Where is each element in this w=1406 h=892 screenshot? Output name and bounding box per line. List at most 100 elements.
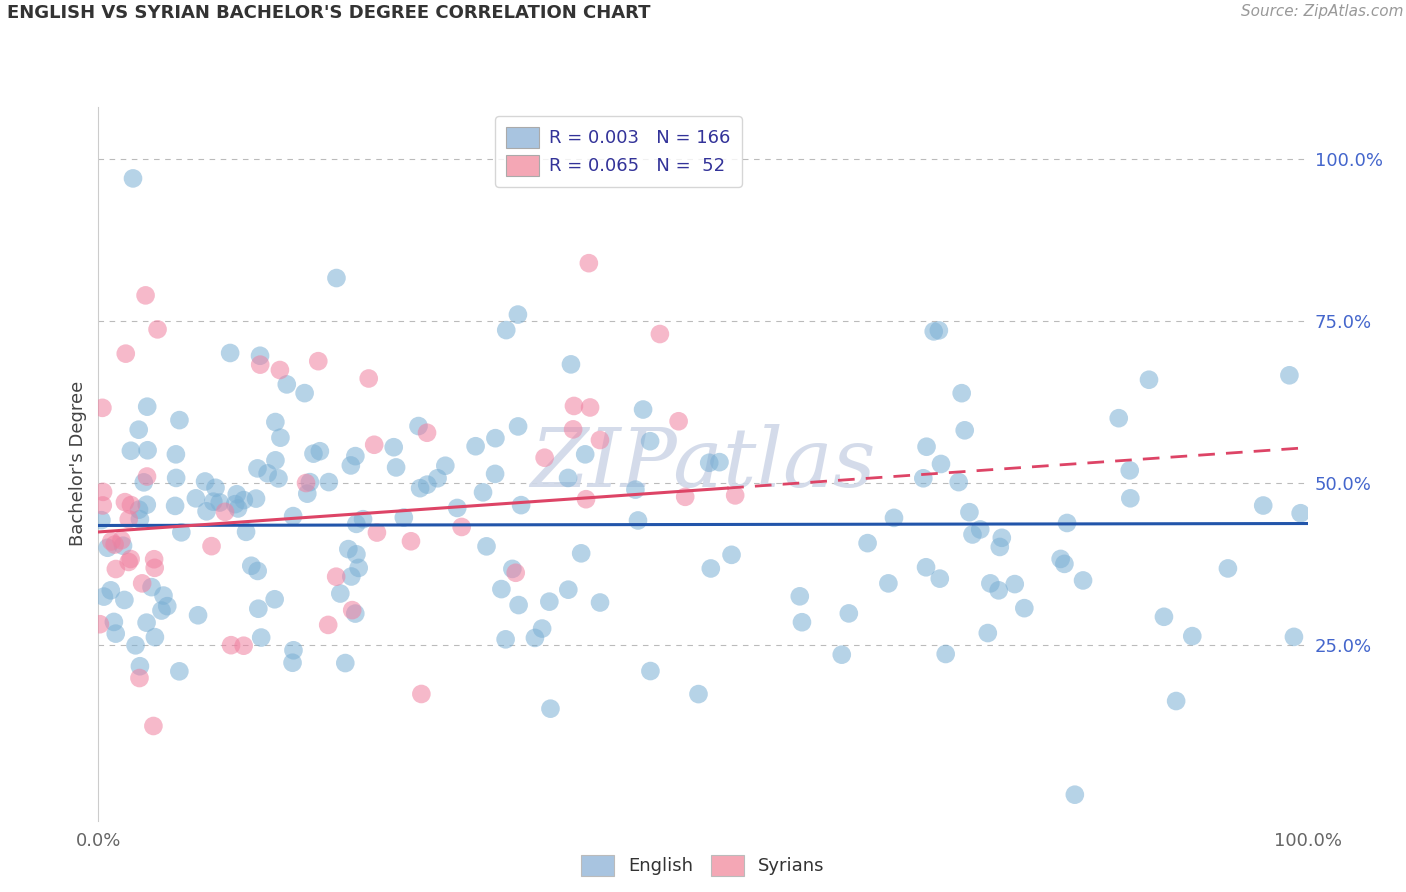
Point — [510, 498, 533, 512]
Point — [128, 502, 150, 516]
Point — [953, 423, 976, 437]
Point — [267, 471, 290, 485]
Point — [325, 271, 347, 285]
Point — [308, 444, 330, 458]
Point — [877, 576, 900, 591]
Point — [575, 492, 598, 507]
Point — [91, 484, 114, 499]
Point — [264, 415, 287, 429]
Point — [184, 491, 207, 506]
Point — [562, 399, 585, 413]
Point — [491, 582, 513, 596]
Point — [344, 449, 367, 463]
Point — [709, 455, 731, 469]
Point — [624, 483, 647, 497]
Point — [495, 632, 517, 647]
Point — [987, 583, 1010, 598]
Point — [169, 665, 191, 679]
Point — [789, 590, 811, 604]
Point — [475, 540, 498, 554]
Point — [93, 590, 115, 604]
Point — [204, 481, 226, 495]
Point — [142, 719, 165, 733]
Point — [640, 664, 662, 678]
Point — [1014, 601, 1036, 615]
Point — [104, 537, 127, 551]
Point — [1166, 694, 1188, 708]
Point — [90, 513, 112, 527]
Point — [346, 547, 368, 561]
Point — [416, 477, 439, 491]
Point — [988, 540, 1011, 554]
Point — [578, 256, 600, 270]
Point — [540, 701, 562, 715]
Point — [922, 325, 945, 339]
Point — [501, 562, 523, 576]
Point — [135, 615, 157, 630]
Point — [409, 481, 432, 495]
Point — [250, 631, 273, 645]
Point — [249, 358, 271, 372]
Point — [697, 456, 720, 470]
Point — [392, 510, 415, 524]
Text: ZIPatlas: ZIPatlas — [530, 424, 876, 504]
Point — [589, 595, 612, 609]
Point — [124, 638, 146, 652]
Point — [89, 617, 111, 632]
Text: ENGLISH VS SYRIAN BACHELOR'S DEGREE CORRELATION CHART: ENGLISH VS SYRIAN BACHELOR'S DEGREE CORR… — [7, 4, 651, 22]
Point — [165, 447, 187, 461]
Point — [1056, 516, 1078, 530]
Point — [557, 582, 579, 597]
Point — [276, 377, 298, 392]
Point — [129, 512, 152, 526]
Point — [948, 475, 970, 489]
Point — [382, 440, 405, 454]
Point — [245, 491, 267, 506]
Point — [385, 460, 408, 475]
Point — [668, 414, 690, 428]
Point — [256, 467, 278, 481]
Point — [100, 534, 122, 549]
Point — [307, 354, 329, 368]
Point — [720, 548, 742, 562]
Point — [136, 400, 159, 414]
Point — [281, 656, 304, 670]
Point — [226, 501, 249, 516]
Point — [1063, 788, 1085, 802]
Point — [165, 499, 187, 513]
Point — [831, 648, 853, 662]
Point — [269, 363, 291, 377]
Point — [631, 402, 654, 417]
Point — [141, 580, 163, 594]
Point — [114, 495, 136, 509]
Point — [103, 615, 125, 629]
Point — [120, 443, 142, 458]
Point — [962, 527, 984, 541]
Point — [146, 322, 169, 336]
Point — [1181, 629, 1204, 643]
Point — [128, 423, 150, 437]
Point — [1119, 491, 1142, 506]
Point — [150, 603, 173, 617]
Point — [562, 422, 585, 436]
Point — [928, 323, 950, 337]
Point — [232, 639, 254, 653]
Point — [302, 447, 325, 461]
Point — [342, 603, 364, 617]
Point — [856, 536, 879, 550]
Point — [132, 475, 155, 490]
Point — [979, 576, 1001, 591]
Point — [1216, 561, 1239, 575]
Point — [991, 531, 1014, 545]
Point — [131, 576, 153, 591]
Point — [560, 357, 582, 371]
Point — [915, 560, 938, 574]
Point — [557, 471, 579, 485]
Point — [523, 631, 546, 645]
Point — [114, 346, 136, 360]
Point — [225, 487, 247, 501]
Point — [318, 475, 340, 489]
Point — [100, 583, 122, 598]
Point — [790, 615, 813, 630]
Point — [495, 323, 517, 337]
